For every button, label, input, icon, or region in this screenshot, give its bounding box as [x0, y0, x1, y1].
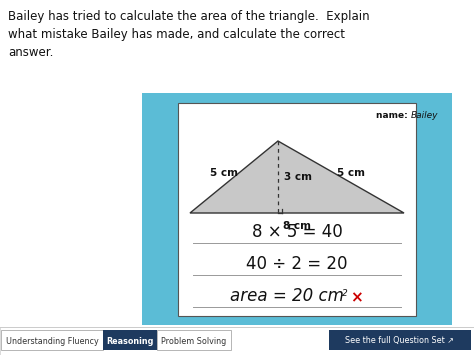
FancyBboxPatch shape [0, 327, 474, 355]
Text: Problem Solving: Problem Solving [161, 337, 227, 345]
Text: Bailey: Bailey [411, 111, 438, 120]
Text: 5 cm: 5 cm [210, 168, 238, 178]
Text: 8 cm: 8 cm [283, 221, 311, 231]
Text: Reasoning: Reasoning [106, 337, 154, 345]
Text: 5 cm: 5 cm [337, 168, 365, 178]
FancyBboxPatch shape [103, 330, 157, 350]
Text: Understanding Fluency: Understanding Fluency [6, 337, 99, 345]
Text: ×: × [350, 290, 363, 305]
FancyBboxPatch shape [178, 103, 416, 316]
Text: answer.: answer. [8, 46, 54, 59]
Text: what mistake Bailey has made, and calculate the correct: what mistake Bailey has made, and calcul… [8, 28, 345, 41]
FancyBboxPatch shape [157, 330, 231, 350]
FancyBboxPatch shape [1, 330, 103, 350]
FancyBboxPatch shape [329, 330, 471, 350]
Text: Bailey has tried to calculate the area of the triangle.  Explain: Bailey has tried to calculate the area o… [8, 10, 370, 23]
Text: area = 20 cm: area = 20 cm [230, 287, 344, 305]
Text: 2: 2 [342, 289, 348, 298]
Text: See the full Question Set ↗: See the full Question Set ↗ [346, 337, 455, 345]
Text: 40 ÷ 2 = 20: 40 ÷ 2 = 20 [246, 255, 348, 273]
Polygon shape [190, 141, 404, 213]
Text: name:: name: [376, 111, 411, 120]
Text: 8 × 5 = 40: 8 × 5 = 40 [252, 223, 342, 241]
FancyBboxPatch shape [142, 93, 452, 325]
Text: 3 cm: 3 cm [284, 172, 312, 182]
